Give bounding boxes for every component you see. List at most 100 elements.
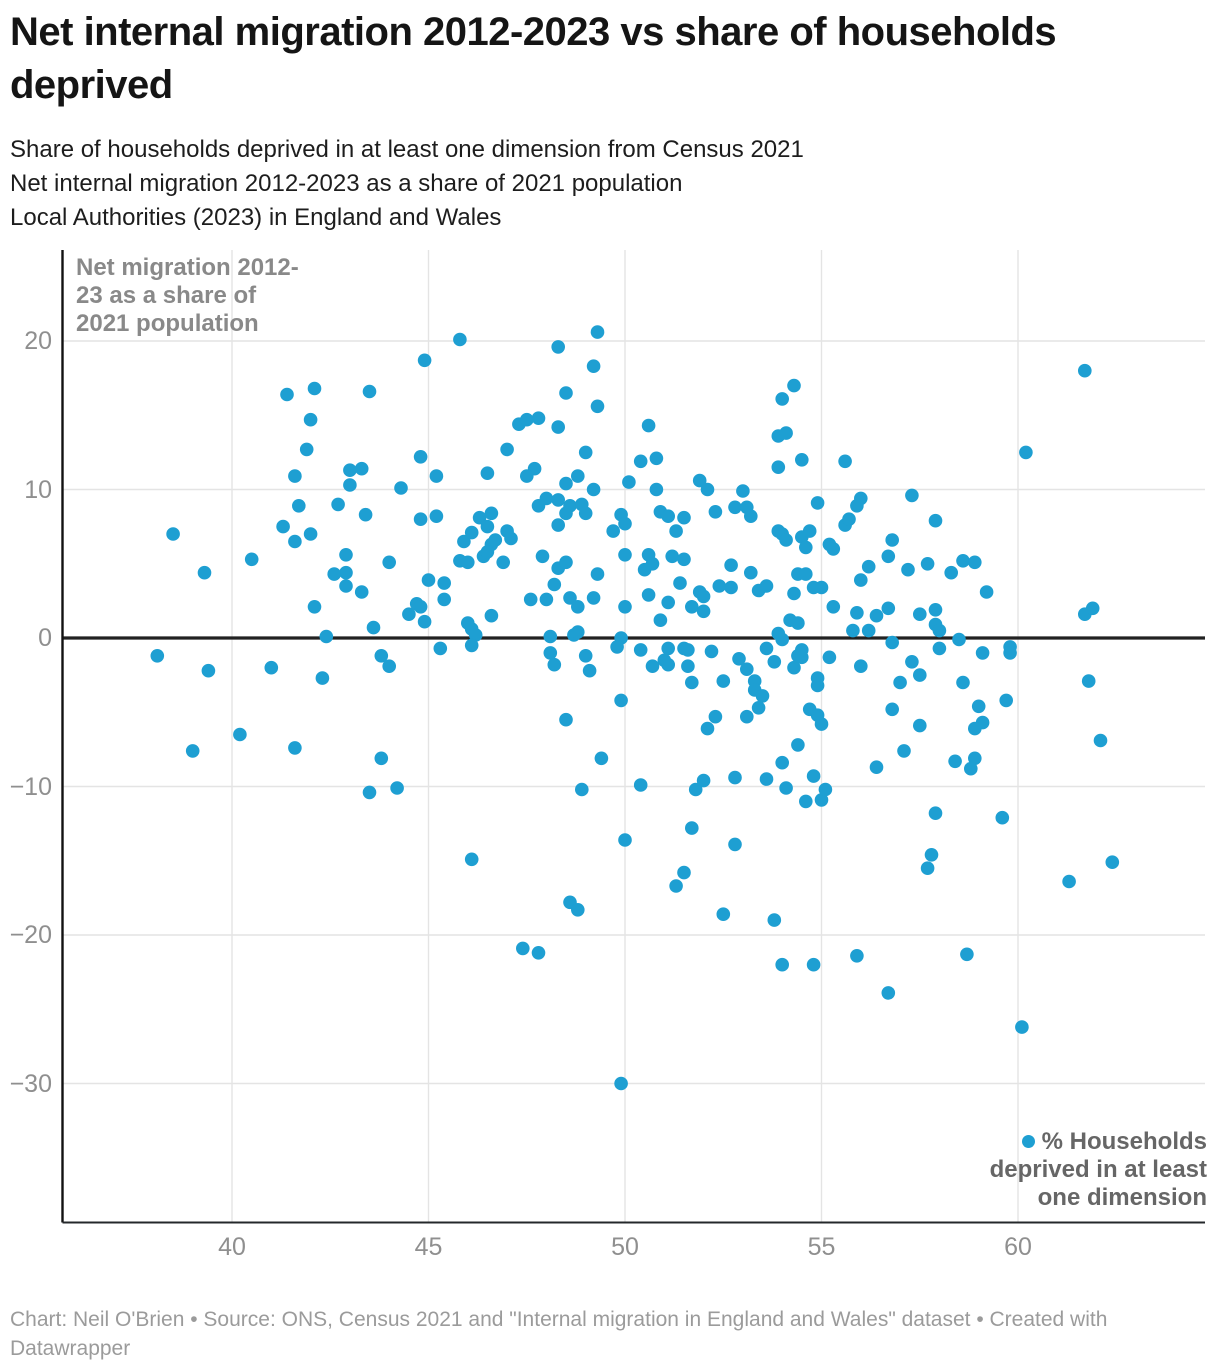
data-point[interactable] [586,359,601,374]
data-point[interactable] [531,946,546,960]
data-point[interactable] [960,947,974,962]
data-point[interactable] [578,445,593,460]
data-point[interactable] [1085,601,1100,616]
data-point[interactable] [905,655,919,669]
data-point[interactable] [292,499,306,513]
data-point[interactable] [881,549,896,564]
data-point[interactable] [732,652,746,666]
data-point[interactable] [472,510,487,525]
data-point[interactable] [920,861,935,875]
data-point[interactable] [1105,855,1120,869]
data-point[interactable] [661,641,675,656]
data-point[interactable] [968,721,982,736]
data-point[interactable] [374,751,389,766]
data-point[interactable] [264,660,279,675]
data-point[interactable] [520,412,534,427]
data-point[interactable] [531,411,546,426]
data-point[interactable] [307,381,322,396]
data-point[interactable] [339,548,353,562]
data-point[interactable] [504,531,518,546]
data-point[interactable] [571,625,585,639]
data-point[interactable] [586,482,601,497]
data-point[interactable] [681,659,695,673]
data-point[interactable] [480,466,495,481]
data-point[interactable] [901,562,915,577]
data-point[interactable] [618,516,632,531]
data-point[interactable] [649,451,664,466]
data-point[interactable] [551,340,565,354]
data-point[interactable] [303,412,318,427]
data-point[interactable] [594,751,609,766]
data-point[interactable] [759,641,774,656]
data-point[interactable] [374,649,389,663]
data-point[interactable] [402,607,416,621]
data-point[interactable] [457,534,471,549]
data-point[interactable] [417,353,432,368]
data-point[interactable] [724,558,738,572]
data-point[interactable] [543,629,558,644]
data-point[interactable] [944,565,958,580]
data-point[interactable] [551,420,565,434]
data-point[interactable] [826,600,841,614]
data-point[interactable] [728,770,742,785]
data-point[interactable] [480,519,495,534]
data-point[interactable] [806,957,821,972]
data-point[interactable] [563,499,577,513]
data-point[interactable] [437,592,452,607]
data-point[interactable] [343,463,357,478]
data-point[interactable] [850,499,864,513]
data-point[interactable] [653,613,668,627]
data-point[interactable] [559,555,573,570]
data-point[interactable] [637,562,652,577]
data-point[interactable] [358,507,373,522]
data-point[interactable] [932,641,947,656]
data-point[interactable] [692,473,707,488]
data-point[interactable] [861,623,876,638]
data-point[interactable] [795,453,809,467]
data-point[interactable] [1078,363,1092,378]
data-point[interactable] [547,577,562,592]
data-point[interactable] [964,761,978,776]
data-point[interactable] [559,712,573,727]
data-point[interactable] [787,660,801,675]
data-point[interactable] [288,741,302,755]
data-point[interactable] [971,699,986,714]
data-point[interactable] [700,721,715,736]
data-point[interactable] [417,614,432,629]
data-point[interactable] [696,589,711,604]
data-point[interactable] [484,608,499,623]
data-point[interactable] [799,567,813,581]
data-point[interactable] [586,591,601,605]
data-point[interactable] [995,810,1010,825]
data-point[interactable] [913,718,927,733]
data-point[interactable] [413,512,428,526]
data-point[interactable] [885,635,899,650]
data-point[interactable] [618,548,632,562]
data-point[interactable] [787,586,801,601]
data-point[interactable] [724,580,738,595]
data-point[interactable] [382,555,397,570]
data-point[interactable] [791,738,805,752]
data-point[interactable] [559,386,573,400]
data-point[interactable] [685,600,699,614]
data-point[interactable] [932,623,947,638]
data-point[interactable] [791,616,805,630]
data-point[interactable] [488,533,503,547]
data-point[interactable] [818,782,833,797]
data-point[interactable] [547,657,562,672]
data-point[interactable] [394,481,408,495]
data-point[interactable] [516,941,530,956]
data-point[interactable] [751,701,766,715]
data-point[interactable] [571,600,585,614]
data-point[interactable] [354,585,369,599]
data-point[interactable] [842,512,856,526]
data-point[interactable] [166,527,180,541]
data-point[interactable] [755,689,770,703]
data-point[interactable] [1015,1020,1029,1034]
data-point[interactable] [913,607,927,621]
data-point[interactable] [869,608,884,623]
data-point[interactable] [578,649,593,663]
data-point[interactable] [535,549,550,564]
data-point[interactable] [551,493,565,507]
data-point[interactable] [590,399,605,414]
